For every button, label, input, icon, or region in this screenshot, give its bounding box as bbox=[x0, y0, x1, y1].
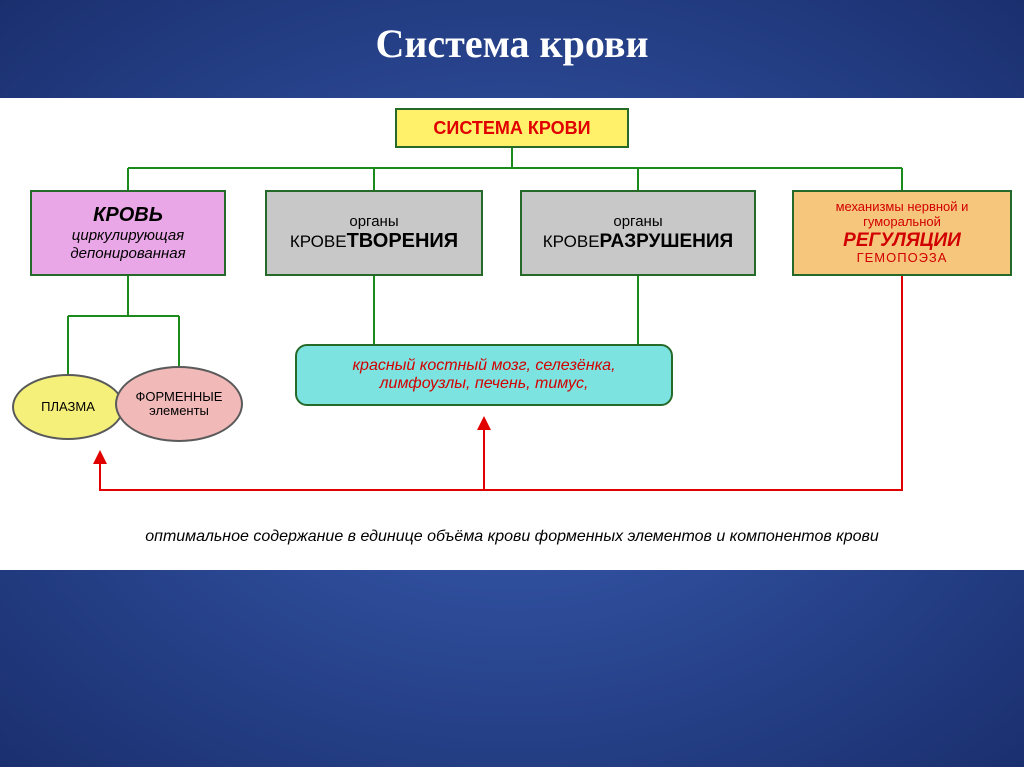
organs-line2: лимфоузлы, печень, тимус, bbox=[380, 375, 589, 393]
node-plasma: ПЛАЗМА bbox=[12, 374, 124, 440]
creation-prefix: КРОВЕ bbox=[290, 232, 347, 251]
creation-bold: ТВОРЕНИЯ bbox=[347, 230, 459, 252]
destruction-line1: органы bbox=[613, 213, 662, 230]
destruction-prefix: КРОВЕ bbox=[543, 232, 600, 251]
node-destruction: органы КРОВЕРАЗРУШЕНИЯ bbox=[520, 190, 756, 276]
blood-title: КРОВЬ bbox=[93, 204, 163, 227]
regulation-line2: гуморальной bbox=[863, 215, 941, 230]
connector-lines bbox=[0, 98, 1024, 570]
blood-line2: циркулирующая bbox=[72, 227, 184, 244]
node-creation: органы КРОВЕТВОРЕНИЯ bbox=[265, 190, 483, 276]
destruction-line2: КРОВЕРАЗРУШЕНИЯ bbox=[543, 231, 733, 253]
elements-line2: элементы bbox=[149, 404, 209, 418]
slide-title: Система крови bbox=[0, 0, 1024, 67]
diagram-area: СИСТЕМА КРОВИ КРОВЬ циркулирующая депони… bbox=[0, 98, 1024, 570]
root-label: СИСТЕМА КРОВИ bbox=[433, 118, 590, 139]
node-root: СИСТЕМА КРОВИ bbox=[395, 108, 629, 148]
plasma-label: ПЛАЗМА bbox=[41, 400, 95, 414]
node-elements: ФОРМЕННЫЕ элементы bbox=[115, 366, 243, 442]
elements-line1: ФОРМЕННЫЕ bbox=[136, 390, 223, 404]
node-organs-list: красный костный мозг, селезёнка, лимфоуз… bbox=[295, 344, 673, 406]
regulation-line4: ГЕМОПОЭЗА bbox=[857, 251, 948, 266]
regulation-line3: РЕГУЛЯЦИИ bbox=[843, 230, 961, 252]
creation-line1: органы bbox=[349, 213, 398, 230]
regulation-line1: механизмы нервной и bbox=[836, 200, 969, 215]
node-blood: КРОВЬ циркулирующая депонированная bbox=[30, 190, 226, 276]
creation-line2: КРОВЕТВОРЕНИЯ bbox=[290, 230, 458, 253]
blood-line3: депонированная bbox=[70, 245, 185, 262]
node-regulation: механизмы нервной и гуморальной РЕГУЛЯЦИ… bbox=[792, 190, 1012, 276]
diagram-caption: оптимальное содержание в единице объёма … bbox=[0, 528, 1024, 546]
organs-line1: красный костный мозг, селезёнка, bbox=[352, 357, 615, 375]
destruction-bold: РАЗРУШЕНИЯ bbox=[600, 231, 734, 252]
